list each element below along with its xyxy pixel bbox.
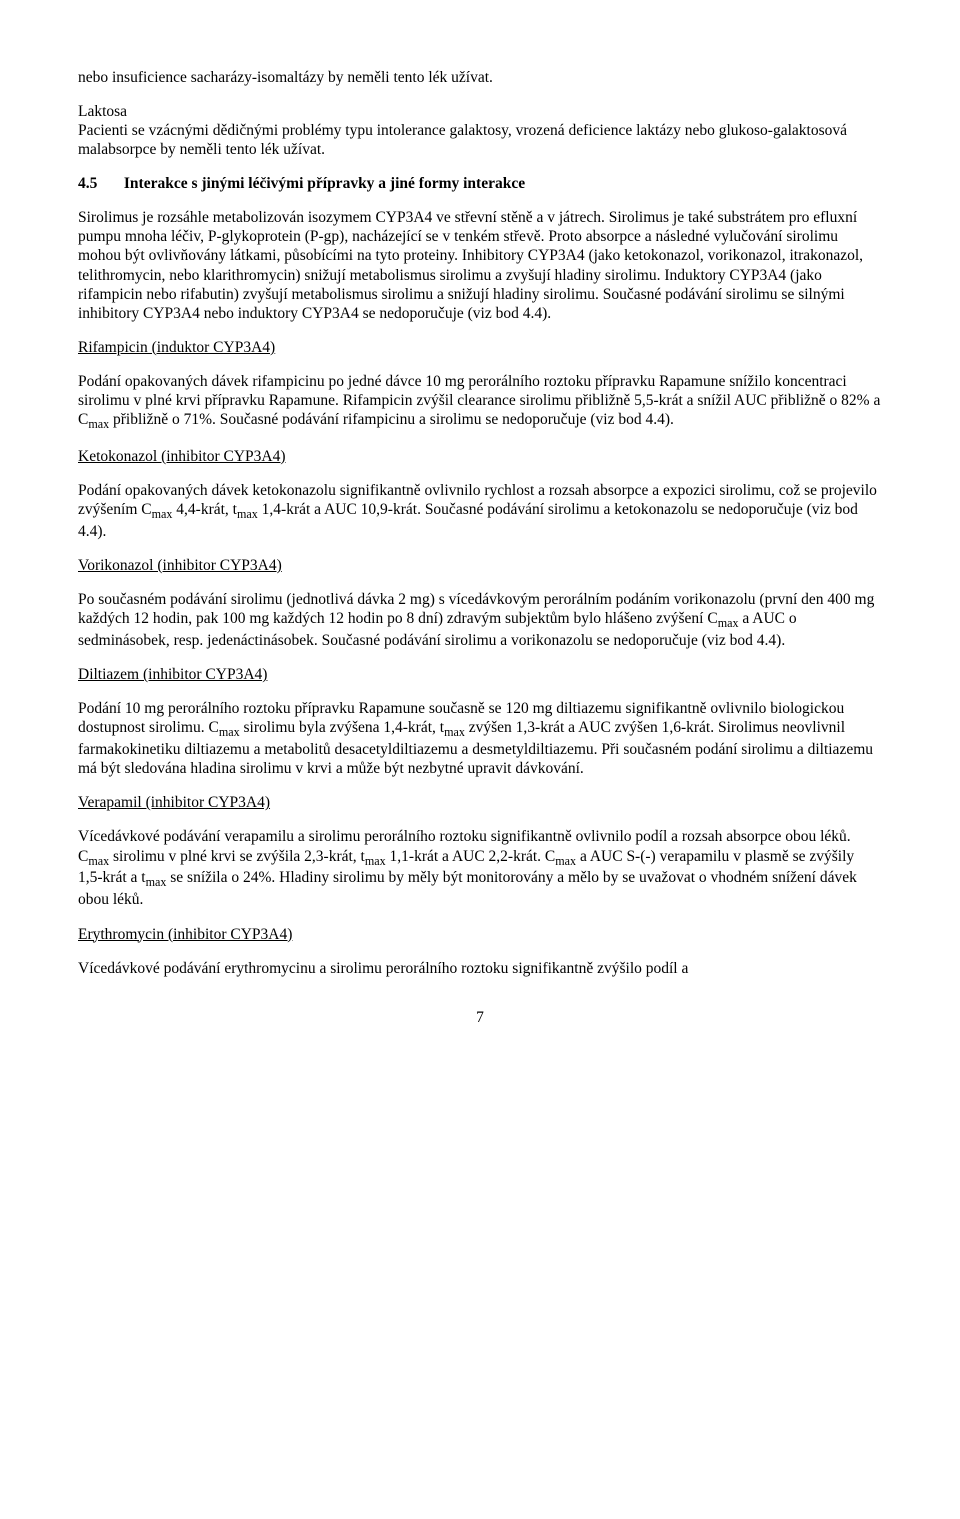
subscript-max: max [237, 507, 258, 521]
laktosa-heading: Laktosa [78, 103, 127, 120]
subscript-max: max [219, 725, 240, 739]
laktosa-body: Pacienti se vzácnými dědičnými problémy … [78, 122, 847, 158]
verapamil-heading: Verapamil (inhibitor CYP3A4) [78, 793, 882, 812]
rifampicin-heading: Rifampicin (induktor CYP3A4) [78, 338, 882, 357]
subscript-max: max [718, 616, 739, 630]
vorikonazol-body: Po současném podávání sirolimu (jednotli… [78, 590, 882, 650]
ketokonazol-body: Podání opakovaných dávek ketokonazolu si… [78, 481, 882, 541]
laktosa-section: Laktosa Pacienti se vzácnými dědičnými p… [78, 102, 882, 159]
section-4-5-number: 4.5 [78, 174, 120, 193]
erythromycin-body: Vícedávkové podávání erythromycinu a sir… [78, 959, 882, 978]
section-4-5-title: Interakce s jinými léčivými přípravky a … [124, 175, 525, 192]
diltiazem-heading: Diltiazem (inhibitor CYP3A4) [78, 665, 882, 684]
subscript-max: max [146, 876, 167, 890]
page-number: 7 [78, 1008, 882, 1027]
ketokonazol-heading: Ketokonazol (inhibitor CYP3A4) [78, 447, 882, 466]
paragraph-top: nebo insuficience sacharázy-isomaltázy b… [78, 68, 882, 87]
verapamil-body: Vícedávkové podávání verapamilu a siroli… [78, 827, 882, 909]
erythromycin-heading: Erythromycin (inhibitor CYP3A4) [78, 925, 882, 944]
subscript-max: max [152, 507, 173, 521]
subscript-max: max [555, 854, 576, 868]
rifampicin-body: Podání opakovaných dávek rifampicinu po … [78, 372, 882, 432]
section-4-5-heading: 4.5 Interakce s jinými léčivými přípravk… [78, 174, 882, 193]
subscript-max: max [444, 725, 465, 739]
subscript-max: max [88, 854, 109, 868]
subscript-max: max [88, 417, 109, 431]
section-4-5-body: Sirolimus je rozsáhle metabolizován isoz… [78, 208, 882, 322]
vorikonazol-heading: Vorikonazol (inhibitor CYP3A4) [78, 556, 882, 575]
diltiazem-body: Podání 10 mg perorálního roztoku příprav… [78, 699, 882, 778]
subscript-max: max [365, 854, 386, 868]
